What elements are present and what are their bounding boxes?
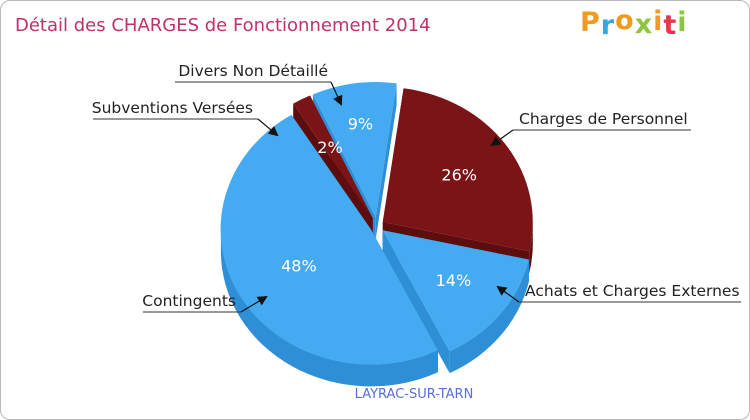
- pie-slice: [312, 82, 397, 218]
- slice-value-label: 2%: [317, 138, 342, 157]
- chart-title: Détail des CHARGES de Fonctionnement 201…: [15, 15, 431, 36]
- slice-value-label: 9%: [348, 115, 373, 134]
- chart-subtitle: LAYRAC-SUR-TARN: [354, 387, 474, 402]
- callout-arrow: [330, 81, 343, 106]
- pie-tops: [220, 82, 533, 365]
- pie-slice: [293, 95, 373, 219]
- brand-logo-letter: o: [615, 5, 635, 36]
- category-label: Contingents: [142, 292, 236, 310]
- pie-slice-wall: [375, 83, 397, 240]
- pie-slice: [220, 114, 438, 365]
- category-label: Achats et Charges Externes: [525, 282, 740, 300]
- brand-logo-letter: x: [634, 9, 654, 40]
- brand-logo-letter: i: [677, 7, 688, 38]
- callout-arrow: [240, 295, 268, 313]
- pie-slice-wall: [382, 230, 450, 374]
- brand-logo-letter: r: [600, 10, 616, 41]
- category-label: Charges de Personnel: [519, 110, 688, 128]
- slice-value-label: 14%: [436, 271, 472, 290]
- callout-arrow: [490, 129, 514, 147]
- category-label: Subventions Versées: [92, 99, 253, 117]
- brand-logo-letter: i: [653, 6, 664, 37]
- category-label: Divers Non Détaillé: [178, 62, 328, 80]
- callout-arrow: [496, 285, 520, 303]
- pie-slice-side: [529, 222, 533, 274]
- callout-arrow: [257, 118, 279, 137]
- pie-slice: [382, 88, 533, 252]
- pie-slice: [382, 230, 529, 352]
- pie-slice-side: [449, 259, 529, 374]
- slice-value-label: 48%: [281, 257, 317, 276]
- brand-logo: Proxiti: [580, 5, 688, 41]
- slice-value-label: 26%: [441, 165, 477, 184]
- brand-logo-letter: P: [580, 7, 601, 38]
- brand-logo-letter: t: [663, 10, 678, 41]
- pie-slice-side: [220, 229, 438, 387]
